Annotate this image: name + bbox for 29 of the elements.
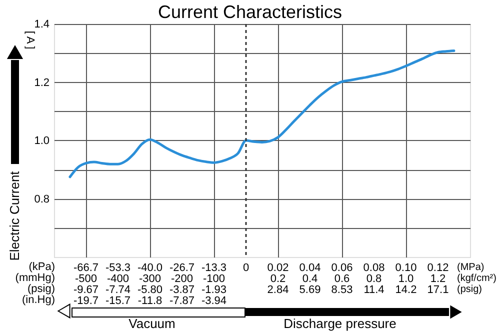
y-tick-label: 1.0: [34, 135, 50, 147]
x-tick-label: -66.7 -500 -9.67 -19.7: [73, 262, 99, 307]
x-tick-label: 0: [242, 262, 250, 274]
text: (psig): [27, 283, 55, 295]
y-tick-label: 0.8: [34, 193, 50, 206]
x-tick-label: -53.3 -400 -7.74 -15.7: [105, 262, 131, 307]
y-tick-label: 1.4: [34, 18, 50, 30]
y-tick-label: 1.2: [34, 76, 50, 89]
x-tick-label: 0.10 1.0 14.2: [395, 262, 417, 296]
text: (kgf/cm²): [457, 273, 496, 284]
x-tick-label: -13.3 -100 -1.93 -3.94: [201, 262, 227, 307]
text: (mmHg): [15, 272, 55, 284]
chart-title: Current Characteristics: [158, 2, 342, 22]
text: (in.Hg): [22, 294, 55, 306]
x-tick-label: 0.04 0.4 5.69: [299, 262, 321, 296]
y-axis-title: Electric Current: [7, 170, 22, 261]
text: Vacuum: [128, 316, 176, 331]
text: [ A ]: [24, 30, 36, 50]
x-tick-label: 0.02 0.2 2.84: [267, 262, 289, 296]
text: (MPa): [457, 262, 484, 273]
text: (psig): [457, 284, 482, 295]
x-tick-label: 0.12 1.2 17.1: [427, 262, 449, 296]
text: (kPa): [28, 261, 55, 273]
x-tick-label: -26.7 -200 -3.87 -7.87: [169, 262, 195, 307]
text: Discharge pressure: [284, 316, 396, 331]
x-tick-label: -40.0 -300 -5.80 -11.8: [137, 262, 163, 307]
x-tick-label: 0.06 0.6 8.53: [331, 262, 353, 296]
x-tick-label: 0.08 0.8 11.4: [363, 262, 385, 296]
line-series: [68, 50, 456, 178]
